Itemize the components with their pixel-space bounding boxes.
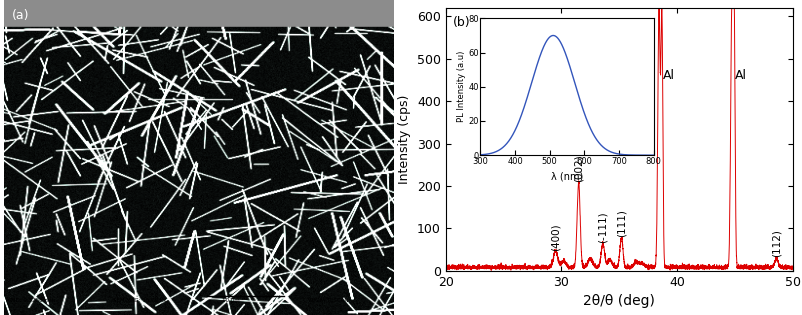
Text: Al: Al — [735, 69, 747, 82]
Text: (b): (b) — [452, 16, 470, 29]
Text: (-111): (-111) — [597, 212, 607, 243]
Text: VEGA\ TESCAN: VEGA\ TESCAN — [307, 298, 348, 303]
Text: (112): (112) — [771, 229, 780, 257]
Text: SEM MAG: 10.00 kx: SEM MAG: 10.00 kx — [113, 298, 166, 303]
Text: WD: 9.5286 mm: WD: 9.5286 mm — [10, 298, 55, 303]
Text: 10 μm: 10 μm — [222, 298, 240, 303]
Text: (400): (400) — [550, 223, 560, 250]
Text: (a): (a) — [12, 9, 29, 22]
Text: (111): (111) — [616, 209, 626, 237]
Text: Al: Al — [662, 69, 674, 82]
Y-axis label: Intensity (cps): Intensity (cps) — [398, 95, 411, 184]
X-axis label: 2θ/θ (deg): 2θ/θ (deg) — [582, 294, 654, 308]
Text: (002): (002) — [573, 154, 583, 182]
